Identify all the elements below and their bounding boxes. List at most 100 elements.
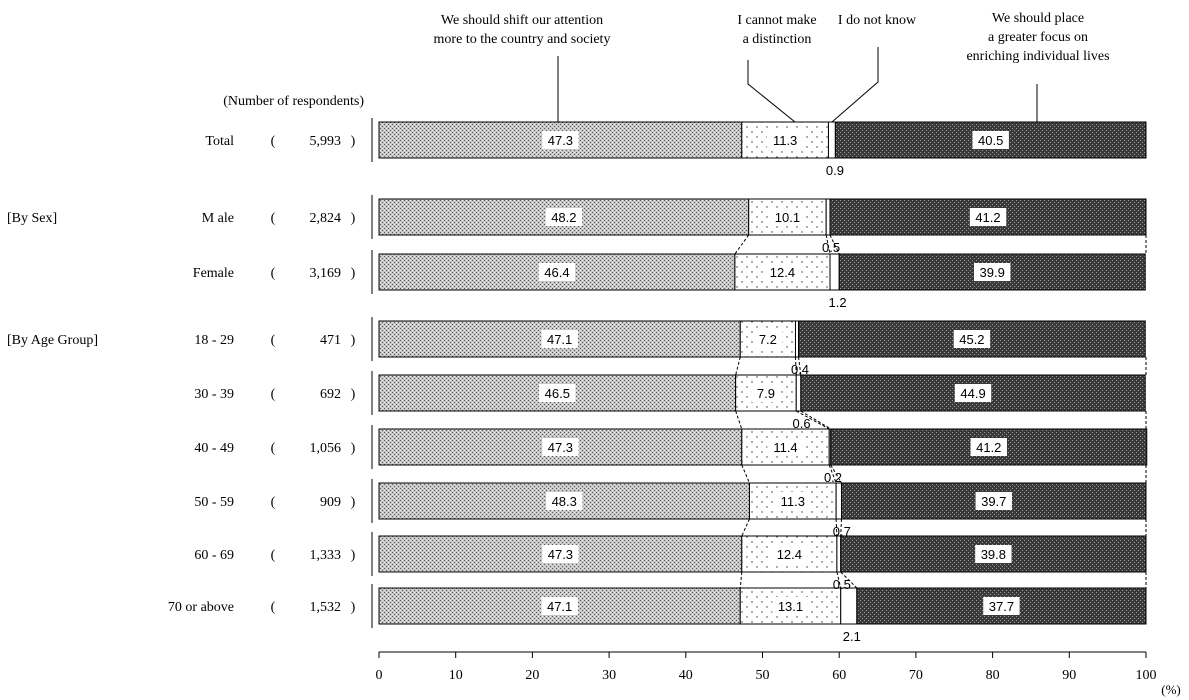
- value-label-unknown: 0.9: [826, 163, 844, 178]
- value-label-box: [774, 492, 811, 510]
- value-label-distinction: 11.4: [773, 440, 797, 455]
- row-paren-close: ): [351, 495, 356, 510]
- connector-line: [734, 234, 750, 255]
- bar-unknown: [795, 374, 802, 412]
- value-label-society: 47.3: [548, 440, 573, 455]
- respondents-header: (Number of respondents): [223, 94, 364, 109]
- row-paren-close: ): [351, 441, 356, 456]
- x-tick-label: 90: [1062, 668, 1076, 683]
- value-label-distinction: 12.4: [770, 265, 795, 280]
- value-label-society: 47.3: [548, 133, 573, 148]
- row-respondents: 909: [320, 495, 341, 510]
- value-label-individual: 40.5: [978, 133, 1003, 148]
- row-label: Female: [193, 266, 234, 281]
- connector-line: [741, 518, 750, 537]
- row-respondents: 1,532: [310, 600, 342, 615]
- value-label-box: [751, 384, 781, 402]
- bar-unknown: [825, 198, 831, 236]
- row-respondents: 2,824: [310, 211, 342, 226]
- value-label-distinction: 7.9: [757, 386, 775, 401]
- value-label-box: [542, 545, 579, 563]
- row-paren-close: ): [351, 600, 356, 615]
- row-label: 50 - 59: [194, 495, 234, 510]
- connector-line: [739, 571, 743, 589]
- value-label-distinction: 13.1: [778, 599, 803, 614]
- x-tick-label: 100: [1136, 668, 1157, 683]
- value-label-box: [975, 545, 1012, 563]
- value-label-individual: 44.9: [960, 386, 985, 401]
- value-label-unknown: 0.7: [833, 524, 851, 539]
- row-paren-open: (: [271, 266, 276, 281]
- connector-line: [735, 356, 741, 376]
- row-paren-close: ): [351, 211, 356, 226]
- group-label: [By Sex]: [7, 211, 57, 226]
- value-label-society: 47.1: [547, 599, 572, 614]
- connector-line: [840, 518, 843, 537]
- legend-label-individual: a greater focus on: [988, 30, 1088, 45]
- row-label: 18 - 29: [194, 333, 234, 348]
- row-respondents: 1,333: [310, 548, 342, 563]
- x-tick-label: 70: [909, 668, 923, 683]
- bar-individual: [834, 121, 1147, 159]
- value-label-unknown: 0.6: [793, 416, 811, 431]
- value-label-box: [542, 131, 579, 149]
- value-label-society: 47.3: [548, 547, 573, 562]
- row-paren-open: (: [271, 387, 276, 402]
- value-label-box: [546, 492, 583, 510]
- value-label-box: [983, 597, 1020, 615]
- value-label-society: 46.5: [545, 386, 570, 401]
- value-label-box: [769, 208, 806, 226]
- value-label-box: [766, 131, 804, 149]
- row-paren-open: (: [271, 441, 276, 456]
- x-unit-label: (%): [1161, 682, 1181, 697]
- legend-label-distinction: a distinction: [743, 32, 812, 47]
- legend-label-individual: enriching individual lives: [966, 49, 1109, 64]
- connector-line: [836, 571, 842, 589]
- legend-label-individual: We should place: [992, 11, 1084, 26]
- value-label-society: 48.3: [552, 494, 577, 509]
- row-label: 70 or above: [168, 600, 234, 615]
- value-label-unknown: 2.1: [843, 629, 861, 644]
- x-tick-label: 10: [449, 668, 463, 683]
- connector-line: [735, 410, 743, 430]
- value-label-box: [772, 597, 809, 615]
- value-label-society: 46.4: [544, 265, 569, 280]
- x-tick-label: 60: [832, 668, 846, 683]
- row-paren-open: (: [271, 600, 276, 615]
- row-paren-open: (: [271, 333, 276, 348]
- legend-leader-line: [831, 47, 879, 123]
- row-paren-close: ): [351, 266, 356, 281]
- bar-unknown: [840, 587, 858, 625]
- bars: [378, 121, 1148, 625]
- segment-connectors: [734, 234, 1147, 589]
- x-tick-label: 0: [376, 668, 383, 683]
- legend-label-society: more to the country and society: [434, 32, 611, 47]
- value-label-distinction: 11.3: [781, 494, 805, 509]
- value-label-unknown: 1.2: [829, 295, 847, 310]
- row-respondents: 692: [320, 387, 341, 402]
- connector-line: [800, 410, 832, 430]
- x-axis: 0 10 20 30 40 50 60 70 80 90 100 (%): [376, 651, 1181, 697]
- value-label-box: [972, 131, 1009, 149]
- row-label: M ale: [202, 211, 234, 226]
- value-label-box: [974, 263, 1011, 281]
- group-label: [By Age Group]: [7, 333, 98, 348]
- value-label-box: [771, 545, 808, 563]
- connector-line: [828, 464, 837, 484]
- connector-line: [840, 571, 858, 589]
- x-tick-label: 50: [756, 668, 770, 683]
- value-label-distinction: 12.4: [777, 547, 802, 562]
- row-respondents: 1,056: [310, 441, 342, 456]
- value-label-box: [539, 384, 576, 402]
- value-label-box: [975, 492, 1012, 510]
- row-respondents: 471: [320, 333, 341, 348]
- row-respondents: 5,993: [310, 134, 342, 149]
- bar-individual: [800, 374, 1146, 412]
- bar-unknown: [829, 253, 840, 291]
- connector-line: [798, 356, 802, 376]
- value-label-unknown: 0.4: [791, 362, 809, 377]
- connector-line: [794, 356, 797, 376]
- value-label-box: [541, 597, 578, 615]
- value-label-box: [542, 438, 579, 456]
